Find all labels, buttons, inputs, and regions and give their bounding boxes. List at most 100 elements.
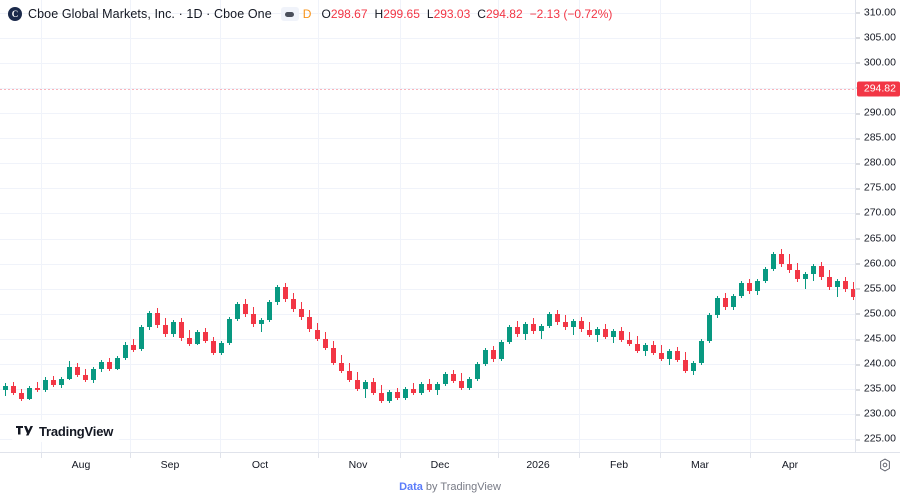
- candle-body: [587, 329, 592, 335]
- candle-body: [403, 389, 408, 398]
- candle-body: [163, 324, 168, 334]
- candle-body: [83, 374, 88, 381]
- ohlc-high-key: H: [374, 7, 384, 21]
- price-change: −2.13 (−0.72%): [529, 7, 613, 21]
- candle-wick: [37, 382, 38, 393]
- candle-body: [499, 342, 504, 360]
- hide-icon[interactable]: [280, 7, 299, 21]
- candle-body: [643, 345, 648, 351]
- candle-body: [483, 350, 488, 365]
- price-axis-tick: 270.00: [856, 207, 900, 219]
- ohlc-open: O298.67: [321, 7, 367, 21]
- price-axis-tick: 235.00: [856, 383, 900, 395]
- last-price-line-layer: [0, 88, 855, 90]
- chart-settings-icon[interactable]: [877, 457, 892, 472]
- grid-line-vertical: [579, 0, 580, 452]
- candle-body: [827, 277, 832, 288]
- time-axis-separator: [400, 453, 401, 458]
- candle-body: [339, 362, 344, 371]
- grid-line-horizontal: [0, 389, 855, 391]
- price-axis-tick: 285.00: [856, 132, 900, 144]
- candle-body: [419, 384, 424, 393]
- candle-body: [323, 338, 328, 348]
- ohlc-high: H299.65: [375, 7, 420, 21]
- time-axis[interactable]: Aug Sep Oct Nov Dec 2026 Feb Mar Apr: [0, 452, 900, 476]
- candle-body: [611, 331, 616, 337]
- candle-body: [811, 265, 816, 275]
- price-axis-tick: 240.00: [856, 358, 900, 370]
- grid-line-horizontal: [0, 238, 855, 240]
- candle-body: [563, 322, 568, 328]
- attribution-footer: Data by TradingView: [0, 476, 900, 498]
- candle-body: [451, 374, 456, 381]
- candle-body: [211, 340, 216, 353]
- price-axis-tick: 290.00: [856, 107, 900, 119]
- candle-wick: [589, 321, 590, 337]
- candlestick-series: [3, 248, 855, 404]
- candle-body: [363, 382, 368, 389]
- candle-body: [851, 289, 855, 298]
- candle-body: [387, 392, 392, 401]
- time-axis-tick: Sep: [160, 459, 180, 471]
- candle-body: [427, 384, 432, 390]
- candle-body: [507, 326, 512, 342]
- candle-body: [459, 380, 464, 388]
- candle-body: [259, 319, 264, 325]
- ohlc-low-key: L: [426, 7, 434, 21]
- price-axis-tick: 260.00: [856, 258, 900, 269]
- candle-body: [203, 332, 208, 341]
- price-axis-tick: 300.00: [856, 57, 900, 68]
- candle-body: [123, 344, 128, 359]
- candle-body: [195, 332, 200, 344]
- candle-wick: [541, 323, 542, 339]
- candle-body: [475, 364, 480, 380]
- price-axis-tick: 225.00: [856, 433, 900, 445]
- candle-body: [787, 263, 792, 271]
- chart-legend: C Cboe Global Markets, Inc. · 1D · Cboe …: [8, 4, 612, 24]
- candle-body: [411, 389, 416, 393]
- candle-body: [835, 280, 840, 288]
- grid-line-vertical: [130, 0, 131, 452]
- time-axis-tick: Mar: [690, 459, 710, 471]
- candle-body: [67, 367, 72, 379]
- time-axis-separator: [498, 453, 499, 458]
- price-axis[interactable]: 310.00305.00300.00295.00290.00285.00280.…: [855, 0, 900, 452]
- candle-body: [147, 313, 152, 327]
- symbol-title[interactable]: Cboe Global Markets, Inc. · 1D · Cboe On…: [28, 7, 272, 21]
- candle-wick: [261, 317, 262, 332]
- candle-body: [51, 379, 56, 386]
- candle-body: [691, 363, 696, 371]
- candle-body: [443, 374, 448, 385]
- last-price-badge: 294.82: [857, 81, 900, 97]
- candle-body: [467, 379, 472, 388]
- grid-line-vertical: [660, 0, 661, 452]
- candle-body: [99, 362, 104, 370]
- candle-body: [667, 351, 672, 359]
- time-axis-separator: [130, 453, 131, 458]
- candle-body: [707, 314, 712, 341]
- candle-body: [283, 286, 288, 299]
- grid-line-horizontal: [0, 439, 855, 441]
- data-link[interactable]: Data: [399, 481, 423, 493]
- candle-body: [715, 297, 720, 315]
- candle-body: [739, 282, 744, 296]
- candle-body: [291, 298, 296, 310]
- candle-body: [379, 392, 384, 401]
- candle-body: [347, 370, 352, 380]
- candle-body: [523, 323, 528, 334]
- interval-badge[interactable]: D: [302, 7, 312, 21]
- candle-body: [491, 350, 496, 359]
- candle-body: [179, 321, 184, 338]
- candle-wick: [365, 380, 366, 399]
- time-axis-separator: [579, 453, 580, 458]
- chart-plot-area[interactable]: [0, 0, 855, 452]
- ohlc-high-value: 299.65: [383, 7, 420, 21]
- grid-line-vertical: [400, 0, 401, 452]
- candle-body: [395, 392, 400, 398]
- grid-line-horizontal: [0, 364, 855, 366]
- candle-body: [595, 329, 600, 335]
- time-axis-separator: [750, 453, 751, 458]
- candle-body: [571, 320, 576, 328]
- candle-body: [603, 329, 608, 337]
- ohlc-low-value: 293.03: [433, 7, 471, 21]
